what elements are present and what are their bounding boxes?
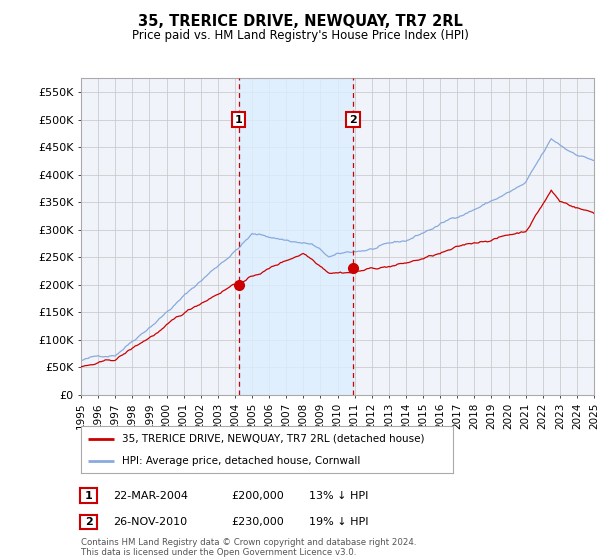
Text: 2: 2: [349, 115, 357, 125]
Text: 35, TRERICE DRIVE, NEWQUAY, TR7 2RL: 35, TRERICE DRIVE, NEWQUAY, TR7 2RL: [137, 14, 463, 29]
Text: Price paid vs. HM Land Registry's House Price Index (HPI): Price paid vs. HM Land Registry's House …: [131, 29, 469, 42]
Text: 1: 1: [85, 491, 92, 501]
Text: 19% ↓ HPI: 19% ↓ HPI: [309, 517, 368, 527]
Text: Contains HM Land Registry data © Crown copyright and database right 2024.
This d: Contains HM Land Registry data © Crown c…: [81, 538, 416, 557]
Text: £200,000: £200,000: [231, 491, 284, 501]
Text: 22-MAR-2004: 22-MAR-2004: [113, 491, 188, 501]
Text: £230,000: £230,000: [231, 517, 284, 527]
Text: HPI: Average price, detached house, Cornwall: HPI: Average price, detached house, Corn…: [122, 456, 360, 466]
Text: 26-NOV-2010: 26-NOV-2010: [113, 517, 187, 527]
Text: 13% ↓ HPI: 13% ↓ HPI: [309, 491, 368, 501]
Bar: [239, 78, 353, 395]
Text: 1: 1: [235, 115, 242, 125]
Text: 2: 2: [85, 517, 92, 527]
Text: 35, TRERICE DRIVE, NEWQUAY, TR7 2RL (detached house): 35, TRERICE DRIVE, NEWQUAY, TR7 2RL (det…: [122, 434, 424, 444]
